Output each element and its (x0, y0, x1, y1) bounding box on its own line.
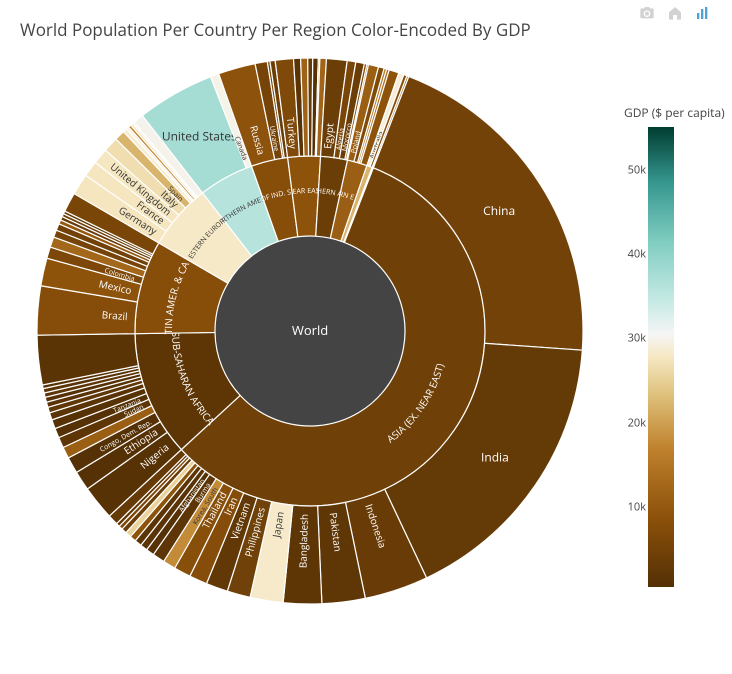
colorbar-tick: 10k (628, 499, 646, 514)
plotly-toolbar (638, 4, 712, 22)
camera-icon[interactable] (638, 4, 656, 22)
colorbar-tick: 50k (628, 162, 646, 177)
colorbar-title: GDP ($ per capita) (624, 104, 704, 121)
chart-title: World Population Per Country Per Region … (20, 18, 712, 41)
colorbar: GDP ($ per capita) 10k 20k 30k 40k 50k (624, 104, 704, 594)
colorbar-tick: 30k (628, 331, 646, 346)
plotly-logo-icon[interactable] (694, 4, 712, 22)
home-icon[interactable] (666, 4, 684, 22)
colorbar-tick: 20k (628, 415, 646, 430)
colorbar-tick: 40k (628, 247, 646, 262)
sunburst-chart[interactable]: WorldASIA (EX. NEAR EAST)ChinaIndiaIndon… (30, 51, 590, 611)
